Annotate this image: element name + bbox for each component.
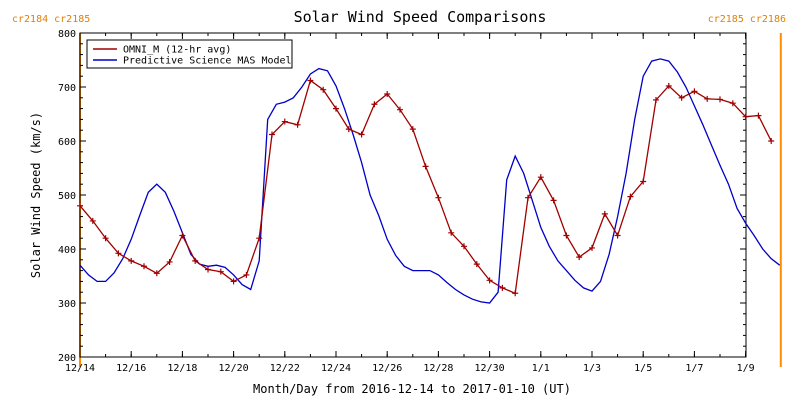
omni-data-point [281, 118, 288, 125]
omni-data-point [589, 244, 595, 251]
omni-data-point [358, 131, 365, 138]
omni-data-point [141, 263, 147, 270]
y-tick-label: 200 [58, 353, 76, 364]
omni-data-point [256, 235, 263, 242]
omni-data-point [601, 210, 608, 217]
omni-data-point [307, 77, 314, 84]
x-axis-label: Month/Day from 2016-12-14 to 2017-01-10 … [253, 382, 571, 396]
omni-data-point [486, 277, 493, 284]
omni-data-point [89, 217, 96, 224]
omni-data-point [461, 243, 467, 250]
omni-data-point [179, 232, 186, 239]
omni-data-point [345, 126, 352, 133]
y-axis-label: Solar Wind Speed (km/s) [29, 112, 43, 278]
y-tick-label: 400 [58, 245, 76, 256]
omni-data-point [217, 268, 224, 275]
x-tick-label: 1/9 [737, 363, 755, 374]
omni-data-point [563, 232, 570, 239]
omni-data-point [230, 278, 237, 285]
carrington-label-right: cr2185 cr2186 [708, 14, 786, 25]
omni-data-point [614, 232, 621, 239]
omni-data-point [537, 174, 544, 181]
x-tick-label: 12/20 [219, 363, 249, 374]
legend-label: OMNI_M (12-hr avg) [123, 45, 231, 56]
omni-data-point [294, 121, 301, 128]
omni-data-point [512, 290, 519, 297]
omni-data-point [333, 105, 339, 112]
x-tick-label: 12/26 [372, 363, 402, 374]
y-tick-label: 300 [58, 299, 76, 310]
omni-data-point [409, 126, 416, 133]
legend-box [86, 39, 293, 69]
omni-data-point [435, 194, 442, 201]
x-tick-label: 12/18 [167, 363, 197, 374]
omni-data-point [397, 106, 403, 113]
x-tick-label: 12/30 [475, 363, 505, 374]
legend-label: Predictive Science MAS Model [123, 56, 292, 67]
x-tick-label: 1/3 [583, 363, 601, 374]
x-tick-label: 12/14 [65, 363, 95, 374]
omni-data-point [422, 163, 429, 170]
omni-data-point [320, 86, 327, 93]
omni-data-point [499, 284, 506, 291]
omni-data-point [729, 100, 736, 107]
x-tick-label: 1/7 [685, 363, 703, 374]
omni-data-point [665, 82, 672, 89]
omni-data-point [717, 96, 723, 103]
omni-data-point [102, 235, 109, 242]
omni-data-point [742, 113, 749, 120]
x-tick-label: 12/24 [321, 363, 351, 374]
omni-data-point [768, 138, 775, 144]
omni-data-point [153, 270, 160, 277]
omni-data-point [384, 91, 391, 98]
omni-data-point [691, 88, 698, 95]
omni-data-point [550, 197, 557, 204]
plot-area: 200 300 400 500 600 700 800 12/14 12/16 12/18 12/2… [58, 29, 782, 374]
carrington-label-left: cr2184 cr2185 [12, 14, 90, 25]
y-tick-label: 800 [58, 29, 76, 40]
omni-data-point [269, 131, 275, 138]
omni-data-point [525, 194, 531, 201]
omni-data-point [448, 229, 455, 236]
omni-data-point [205, 266, 211, 273]
y-tick-label: 700 [58, 83, 76, 94]
omni-data-point [627, 193, 634, 200]
omni-data-point [77, 202, 83, 209]
omni-data-point [640, 178, 647, 185]
omni-data-point [755, 112, 762, 119]
omni-data-point [128, 257, 135, 264]
y-tick-label: 500 [58, 191, 76, 202]
x-tick-label: 1/5 [634, 363, 652, 374]
omni-data-point [653, 96, 659, 103]
chart-title: Solar Wind Speed Comparisons [294, 8, 547, 26]
omni-data-point [678, 94, 685, 101]
omni-data-point [243, 271, 250, 278]
x-tick-label: 12/16 [116, 363, 146, 374]
omni-data-point [115, 250, 122, 257]
omni-data-point [166, 258, 173, 265]
omni-data-point [192, 257, 199, 264]
omni-data-point [576, 254, 583, 261]
y-tick-label: 600 [58, 137, 76, 148]
omni-data-point [473, 261, 480, 268]
omni-data-point [371, 101, 378, 108]
omni-data-point [704, 95, 711, 102]
x-tick-label: 12/22 [270, 363, 300, 374]
x-tick-label: 1/1 [532, 363, 550, 374]
x-tick-label: 12/28 [423, 363, 453, 374]
